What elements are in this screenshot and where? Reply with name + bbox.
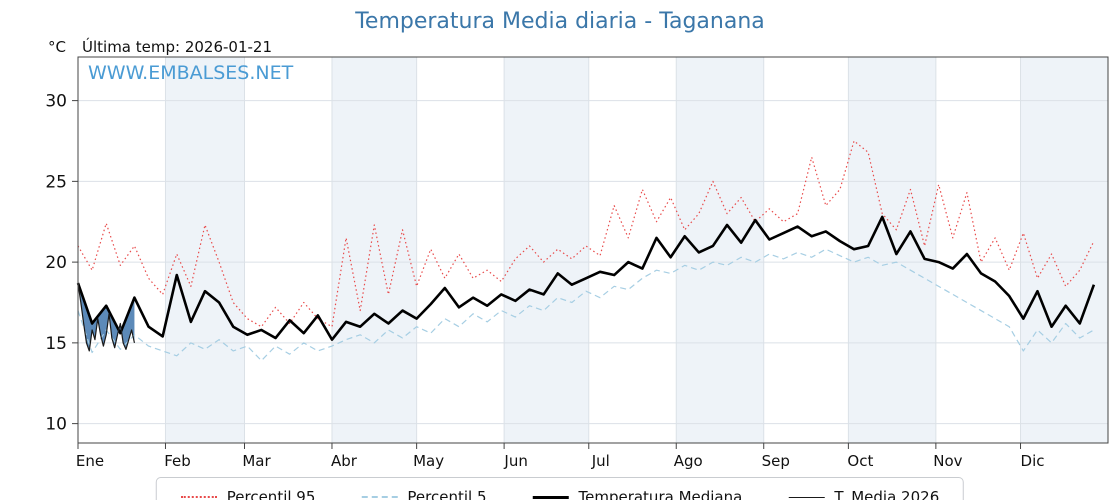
svg-text:30: 30 [45,92,67,112]
svg-text:25: 25 [45,172,67,192]
legend-item-percentil-95: Percentil 95 [180,488,316,500]
chart-title: Temperatura Media diaria - Taganana [355,9,765,34]
legend-item-percentil-5: Percentil 5 [361,488,486,500]
svg-text:Nov: Nov [933,452,962,470]
svg-text:10: 10 [45,415,67,435]
svg-text:Feb: Feb [164,452,191,470]
y-axis-unit-label: °C [48,38,66,56]
svg-text:Jul: Jul [591,452,610,470]
svg-text:15: 15 [45,334,67,354]
legend-label: Percentil 95 [226,488,316,500]
mediana-line-icon [532,495,569,499]
svg-text:Abr: Abr [331,452,358,470]
svg-text:20: 20 [45,253,67,273]
percentil-95-line-icon [180,496,217,498]
svg-text:Sep: Sep [762,452,790,470]
svg-text:Dic: Dic [1021,452,1045,470]
legend-item-mediana: Temperatura Mediana [532,488,742,500]
svg-text:Ago: Ago [674,452,703,470]
svg-text:Ene: Ene [76,452,104,470]
svg-text:Oct: Oct [847,452,873,470]
legend-label: Percentil 5 [407,488,487,500]
chart-legend: Percentil 95 Percentil 5 Temperatura Med… [155,477,965,500]
legend-item-media-2026: T. Media 2026 [788,488,939,500]
legend-label: T. Media 2026 [834,488,940,500]
legend-label: Temperatura Mediana [578,488,743,500]
last-temp-label: Última temp: 2026-01-21 [82,38,273,56]
media-2026-line-icon [788,496,825,498]
svg-text:Jun: Jun [503,452,527,470]
svg-text:May: May [413,452,444,470]
watermark: WWW.EMBALSES.NET [88,62,294,84]
percentil-5-line-icon [361,496,398,498]
svg-text:Mar: Mar [242,452,271,470]
